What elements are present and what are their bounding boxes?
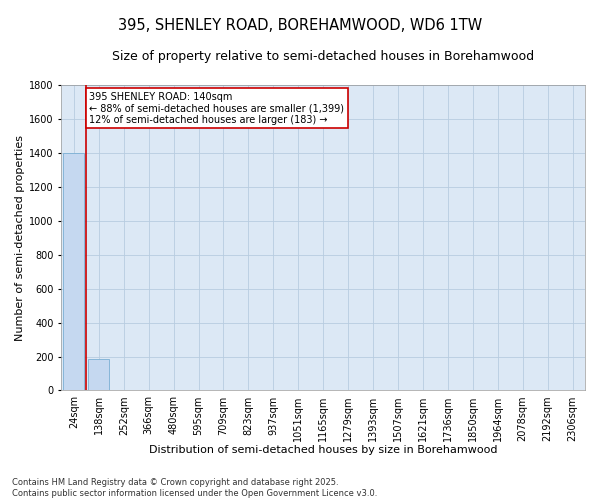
Text: 395, SHENLEY ROAD, BOREHAMWOOD, WD6 1TW: 395, SHENLEY ROAD, BOREHAMWOOD, WD6 1TW <box>118 18 482 32</box>
Bar <box>64 153 85 390</box>
Y-axis label: Number of semi-detached properties: Number of semi-detached properties <box>15 134 25 340</box>
Title: Size of property relative to semi-detached houses in Borehamwood: Size of property relative to semi-detach… <box>112 50 534 63</box>
Text: 395 SHENLEY ROAD: 140sqm
← 88% of semi-detached houses are smaller (1,399)
12% o: 395 SHENLEY ROAD: 140sqm ← 88% of semi-d… <box>89 92 344 125</box>
X-axis label: Distribution of semi-detached houses by size in Borehamwood: Distribution of semi-detached houses by … <box>149 445 497 455</box>
Text: Contains HM Land Registry data © Crown copyright and database right 2025.
Contai: Contains HM Land Registry data © Crown c… <box>12 478 377 498</box>
Bar <box>88 360 109 390</box>
